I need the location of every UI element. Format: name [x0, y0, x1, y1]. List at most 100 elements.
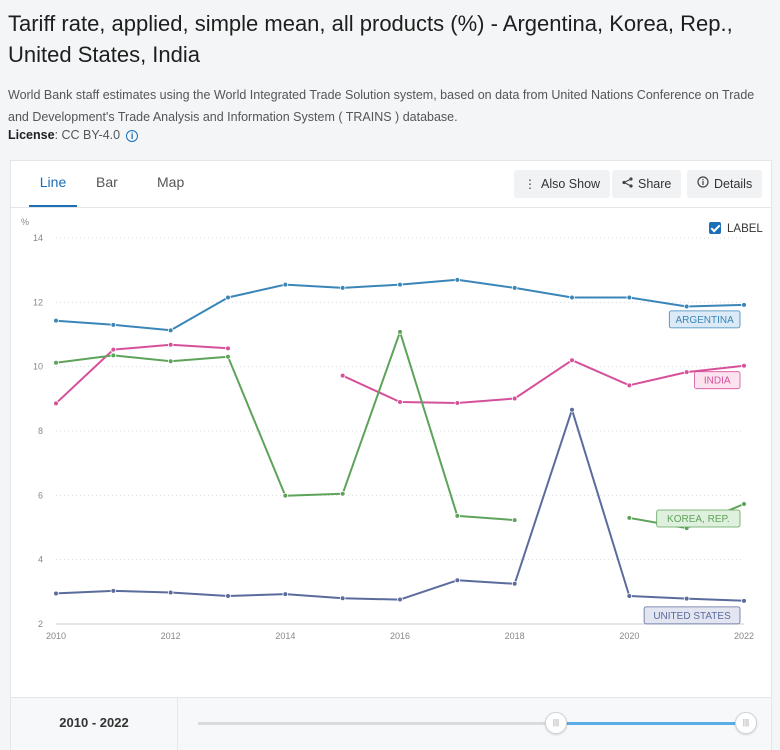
series-label-box — [668, 310, 741, 329]
description: World Bank staff estimates using the Wor… — [8, 88, 755, 124]
data-point — [741, 598, 747, 604]
slider-selection — [555, 722, 745, 725]
data-point — [683, 303, 690, 310]
y-tick-label: 4 — [38, 555, 43, 565]
series-line — [55, 343, 745, 405]
data-point — [397, 329, 403, 335]
data-point — [339, 490, 346, 497]
y-tick-label: 8 — [38, 426, 43, 436]
share-button[interactable]: Share — [612, 170, 682, 198]
label-toggle[interactable]: LABEL — [709, 222, 763, 235]
series-label: INDIA — [704, 376, 731, 387]
also-show-button[interactable]: ⋮ Also Show — [514, 170, 611, 198]
series-line — [55, 408, 745, 602]
slider-track[interactable] — [198, 722, 746, 725]
x-tick-label: 2014 — [275, 631, 295, 641]
data-point — [282, 591, 289, 597]
data-point — [397, 281, 403, 288]
details-button[interactable]: Details — [687, 170, 763, 198]
y-tick-label: 6 — [38, 490, 43, 500]
series-label-box — [643, 606, 741, 625]
data-point — [110, 352, 117, 359]
license: License: CC BY-4.0 i — [8, 128, 139, 142]
share-icon — [622, 170, 633, 198]
data-point — [53, 400, 59, 407]
x-tick-label: 2016 — [390, 631, 410, 641]
data-point — [167, 358, 174, 364]
x-tick-label: 2010 — [46, 631, 66, 641]
data-point — [282, 281, 289, 288]
data-point — [454, 400, 461, 406]
data-point — [626, 294, 633, 301]
data-point — [626, 593, 633, 599]
data-point — [511, 580, 518, 587]
data-point — [397, 596, 403, 603]
info-circle-icon — [697, 170, 709, 198]
y-axis-label: % — [21, 217, 29, 227]
data-point — [569, 294, 575, 301]
slider-end-handle[interactable]: ||| — [735, 712, 757, 734]
data-point — [511, 395, 518, 402]
y-tick-label: 14 — [33, 233, 43, 243]
data-point — [741, 362, 747, 369]
data-point — [569, 406, 575, 413]
data-point — [397, 399, 403, 405]
data-point — [741, 501, 747, 507]
data-point — [683, 595, 690, 602]
y-tick-label: 12 — [33, 297, 43, 307]
data-point — [53, 360, 59, 366]
tab-bar: Line Bar Map ⋮ Also Show Share Details — [11, 161, 771, 208]
data-point — [53, 590, 59, 597]
series-label: KOREA, REP. — [667, 514, 730, 525]
y-tick-label: 2 — [38, 619, 43, 629]
series-label: UNITED STATES — [653, 611, 731, 622]
checkbox-checked-icon[interactable] — [709, 222, 721, 234]
year-range: 2010 - 2022 — [11, 698, 178, 750]
more-vertical-icon: ⋮ — [524, 177, 536, 191]
data-point — [454, 513, 461, 519]
data-point — [569, 357, 575, 364]
footer: 2010 - 2022 ||| ||| — [11, 697, 771, 750]
data-point — [511, 285, 518, 291]
data-point — [339, 595, 346, 602]
data-point — [511, 517, 518, 523]
also-show-label: Also Show — [541, 177, 601, 191]
data-point — [110, 346, 117, 353]
details-label: Details — [714, 177, 753, 191]
data-point — [110, 322, 117, 328]
label-toggle-text: LABEL — [727, 223, 763, 235]
data-point — [282, 492, 289, 499]
chart-card: Line Bar Map ⋮ Also Show Share Details LA… — [10, 160, 772, 750]
data-point — [339, 372, 346, 379]
data-point — [167, 341, 174, 348]
series-label-box — [694, 371, 741, 390]
license-value: : CC BY-4.0 — [54, 128, 121, 142]
data-point — [339, 285, 346, 291]
data-point — [225, 294, 231, 301]
series-line — [55, 330, 745, 530]
license-label: License — [8, 128, 55, 142]
share-label: Share — [638, 177, 672, 191]
data-point — [53, 317, 59, 324]
series-label-box — [656, 509, 741, 528]
page-title: Tariff rate, applied, simple mean, all p… — [8, 11, 733, 67]
slider-start-handle[interactable]: ||| — [545, 712, 567, 734]
x-tick-label: 2018 — [505, 631, 525, 641]
x-tick-label: 2020 — [619, 631, 639, 641]
data-point — [225, 593, 231, 599]
data-point — [741, 302, 747, 308]
data-point — [110, 588, 117, 594]
data-point — [626, 382, 633, 389]
data-point — [225, 353, 231, 360]
tab-line[interactable]: Line — [29, 161, 77, 207]
info-icon[interactable]: i — [126, 130, 139, 142]
tab-bar-chart[interactable]: Bar — [96, 174, 118, 190]
tab-map[interactable]: Map — [157, 174, 185, 190]
y-tick-label: 10 — [33, 362, 43, 372]
data-point — [626, 515, 633, 521]
data-point — [454, 277, 461, 283]
series-label: ARGENTINA — [675, 315, 734, 326]
data-point — [167, 327, 174, 334]
data-point — [454, 577, 461, 584]
x-tick-label: 2022 — [734, 631, 754, 641]
